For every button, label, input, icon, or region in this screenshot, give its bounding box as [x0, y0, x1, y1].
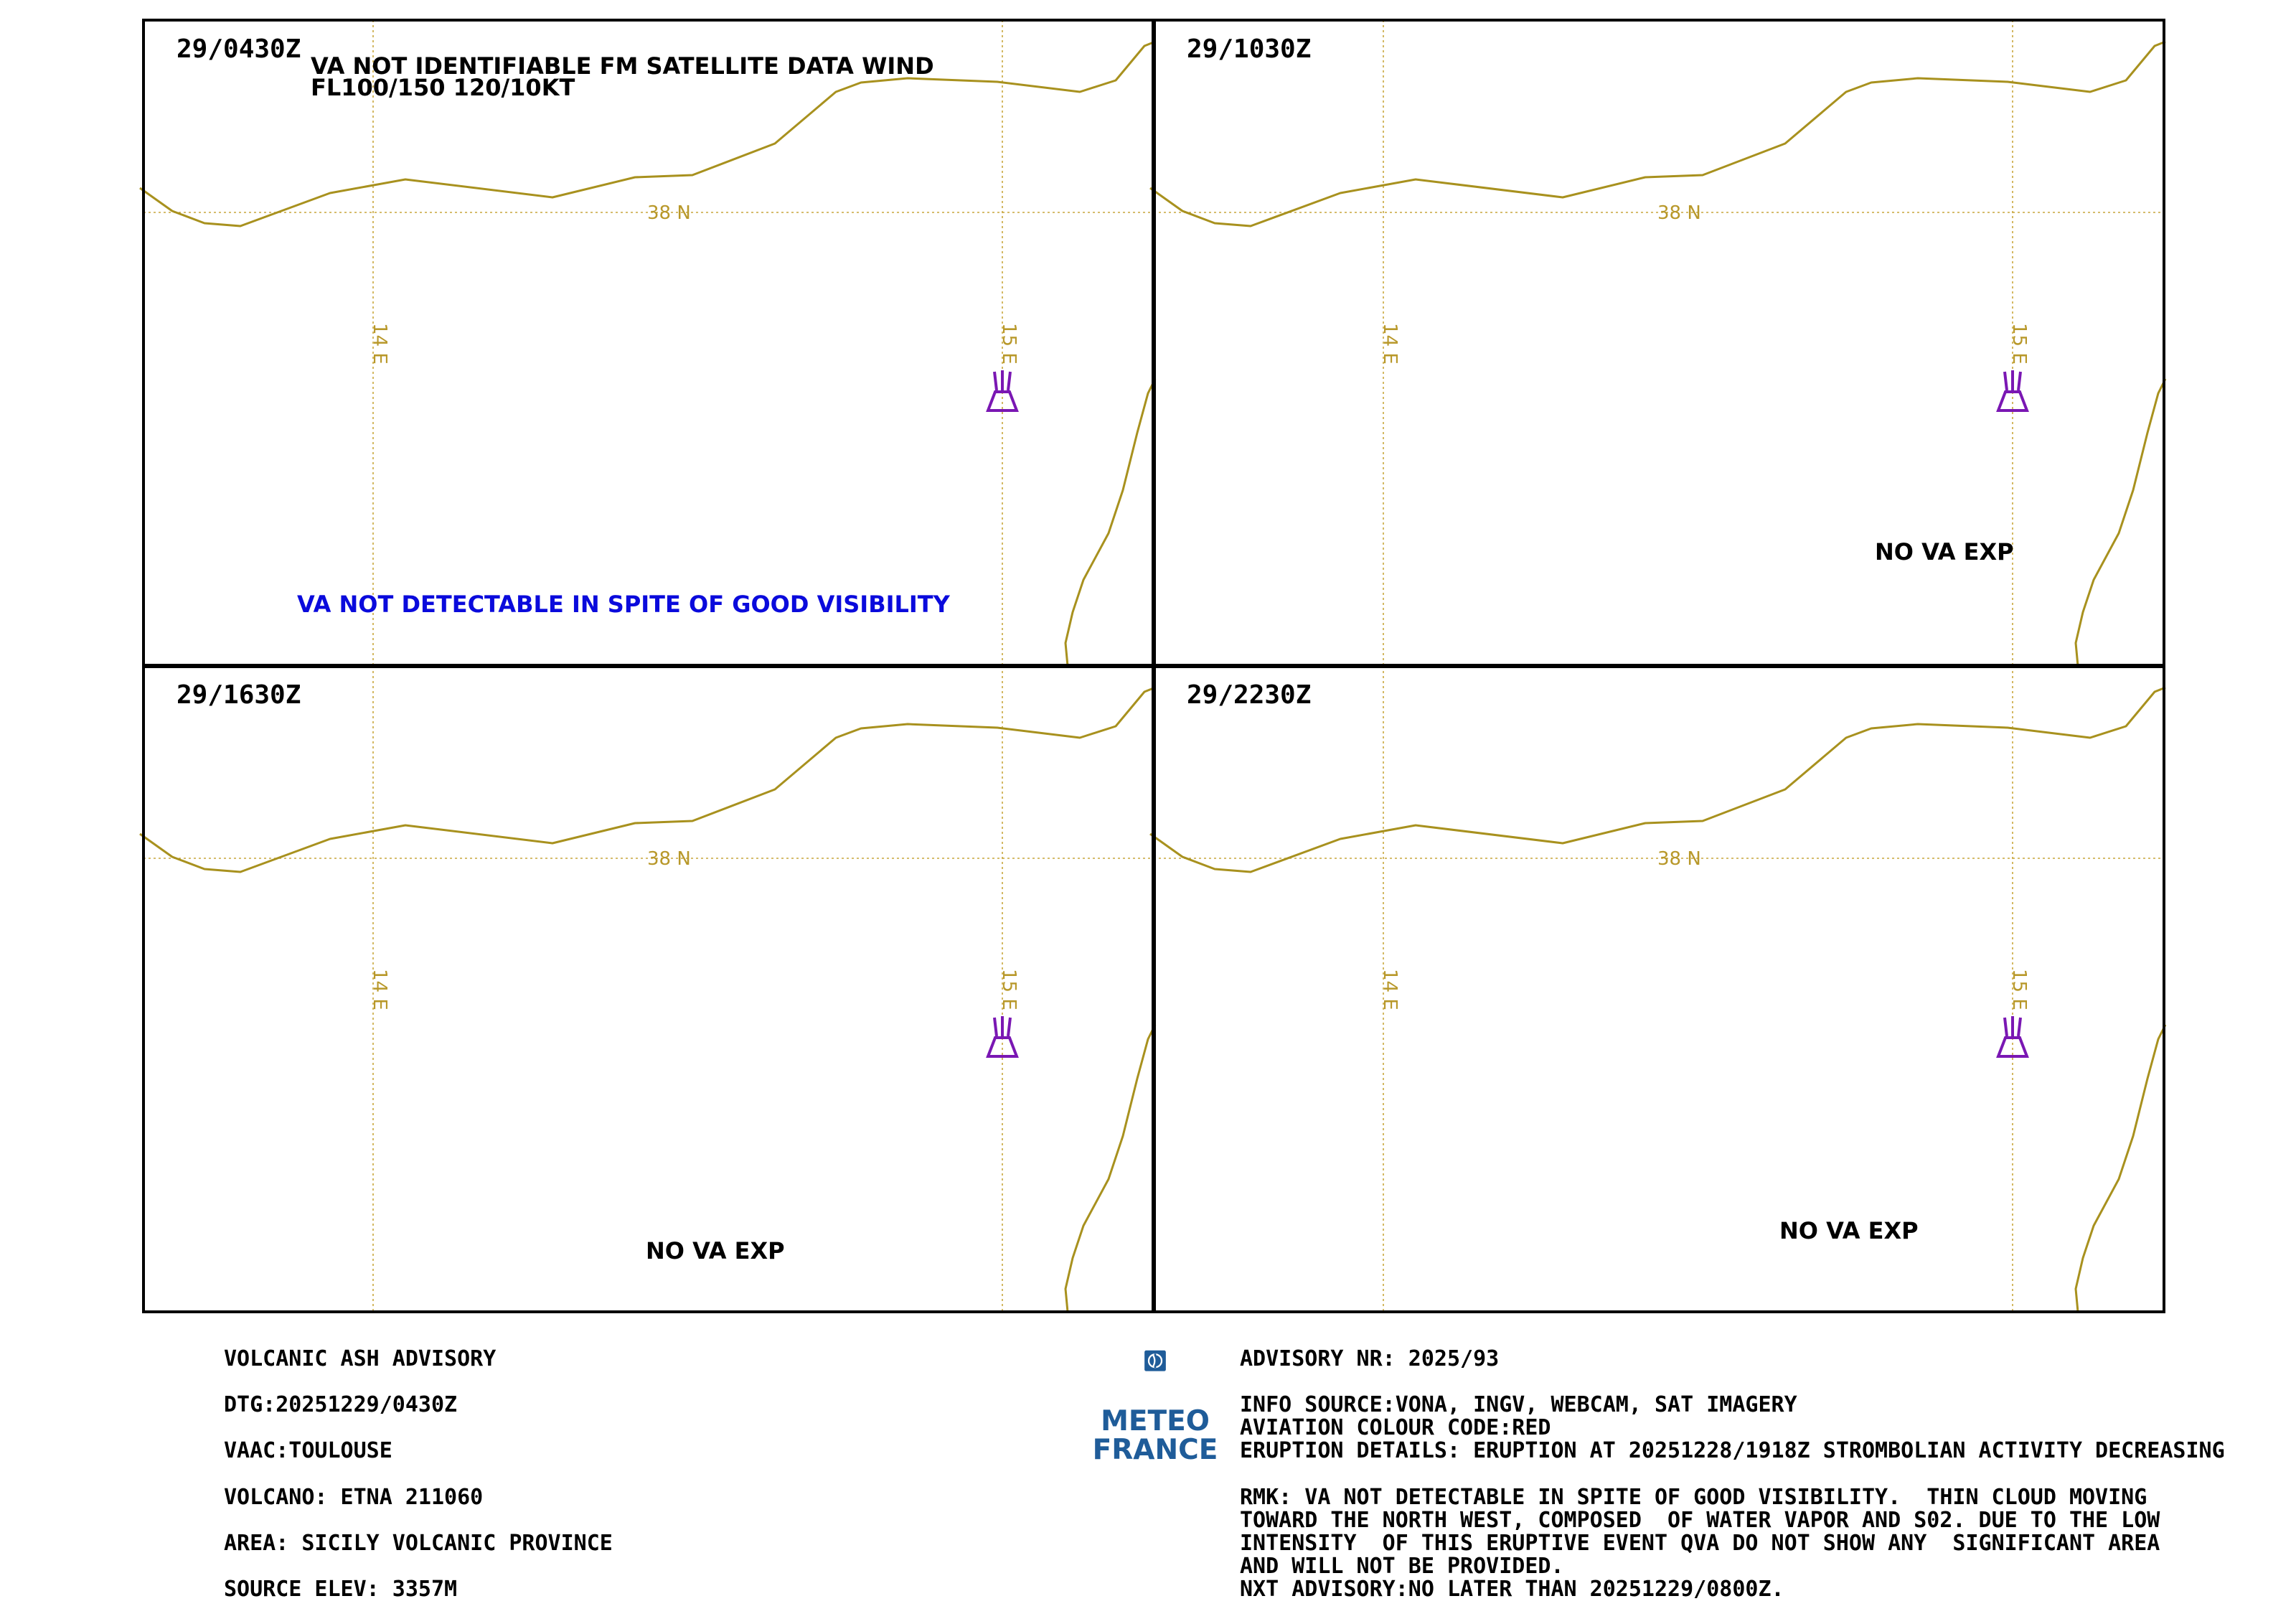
coastline-north: [139, 40, 1156, 227]
lat-label: 38 N: [647, 202, 691, 224]
panel-time: 29/0430Z: [177, 34, 301, 64]
logo-word-france: FRANCE: [1092, 1434, 1218, 1466]
panel-time: 29/2230Z: [1187, 680, 1311, 710]
lon-label-14e: 14 E: [1379, 323, 1401, 365]
lat-label: 38 N: [1657, 848, 1701, 870]
advisory-colour-code: AVIATION COLOUR CODE:RED: [1240, 1415, 1551, 1440]
coastline-north: [1149, 40, 2166, 227]
advisory-area: AREA: SICILY VOLCANIC PROVINCE: [224, 1531, 613, 1556]
lon-label-15e: 15 E: [998, 969, 1020, 1010]
coastline-north: [139, 686, 1156, 873]
lon-label-15e: 15 E: [2008, 969, 2030, 1010]
coastline-north: [1149, 686, 2166, 873]
va-map-panels: 38 N 14 E 15 E 29/0430Z VA NOT IDENTIFIA…: [139, 19, 2167, 1313]
volcano-icon: [986, 1016, 1019, 1058]
lon-label-15e: 15 E: [998, 323, 1020, 365]
map-panel-2: 38 N 14 E 15 E 29/1030Z NO VA EXP: [1149, 19, 2167, 667]
advisory-volcano: VOLCANO: ETNA 211060: [224, 1485, 484, 1510]
lon-label-14e: 14 E: [369, 969, 390, 1010]
logo-word-meteo: METEO: [1101, 1405, 1210, 1437]
panel-time: 29/1030Z: [1187, 34, 1311, 64]
coastline-east: [2074, 1024, 2167, 1313]
map-panel-1: 38 N 14 E 15 E 29/0430Z VA NOT IDENTIFIA…: [139, 19, 1157, 667]
volcano-icon: [1996, 370, 2029, 412]
advisory-remark-line-4: AND WILL NOT BE PROVIDED.: [1240, 1554, 1564, 1579]
advisory-vaac: VAAC:TOULOUSE: [224, 1438, 392, 1463]
lat-label: 38 N: [1657, 202, 1701, 224]
coastline-east: [1064, 1024, 1157, 1313]
coastline-east: [2074, 378, 2167, 667]
meteo-france-logo: [1144, 1350, 1166, 1371]
lon-label-14e: 14 E: [1379, 969, 1401, 1010]
volcano-icon: [986, 370, 1019, 412]
advisory-eruption-details: ERUPTION DETAILS: ERUPTION AT 20251228/1…: [1240, 1438, 2225, 1463]
advisory-next: NXT ADVISORY:NO LATER THAN 20251229/0800…: [1240, 1577, 1784, 1602]
advisory-remark-line-1: RMK: VA NOT DETECTABLE IN SPITE OF GOOD …: [1240, 1485, 2147, 1510]
advisory-info-source: INFO SOURCE:VONA, INGV, WEBCAM, SAT IMAG…: [1240, 1392, 1797, 1417]
advisory-remark-line-2: TOWARD THE NORTH WEST, COMPOSED OF WATER…: [1240, 1508, 2160, 1533]
va-expectation-note: NO VA EXP: [1779, 1217, 1919, 1244]
map-panel-4: 38 N 14 E 15 E 29/2230Z NO VA EXP: [1149, 665, 2167, 1313]
lon-label-14e: 14 E: [369, 323, 390, 365]
panel-note-line-1: VA NOT IDENTIFIABLE FM SATELLITE DATA WI…: [311, 52, 934, 80]
va-status-note: VA NOT DETECTABLE IN SPITE OF GOOD VISIB…: [297, 591, 951, 618]
advisory-title: VOLCANIC ASH ADVISORY: [224, 1346, 497, 1371]
panel-time: 29/1630Z: [177, 680, 301, 710]
coastline-east: [1064, 378, 1157, 667]
lat-label: 38 N: [647, 848, 691, 870]
map-panel-3: 38 N 14 E 15 E 29/1630Z NO VA EXP: [139, 665, 1157, 1313]
logo-curve: [1152, 1353, 1156, 1368]
advisory-dtg: DTG:20251229/0430Z: [224, 1392, 458, 1417]
volcano-icon: [1996, 1016, 2029, 1058]
va-expectation-note: NO VA EXP: [646, 1237, 785, 1264]
lon-label-15e: 15 E: [2008, 323, 2030, 365]
advisory-remark-line-3: INTENSITY OF THIS ERUPTIVE EVENT QVA DO …: [1240, 1531, 2160, 1556]
advisory-source-elev: SOURCE ELEV: 3357M: [224, 1577, 458, 1602]
advisory-number: ADVISORY NR: 2025/93: [1240, 1346, 1500, 1371]
va-expectation-note: NO VA EXP: [1875, 538, 2014, 565]
panel-note-line-2: FL100/150 120/10KT: [311, 74, 575, 101]
